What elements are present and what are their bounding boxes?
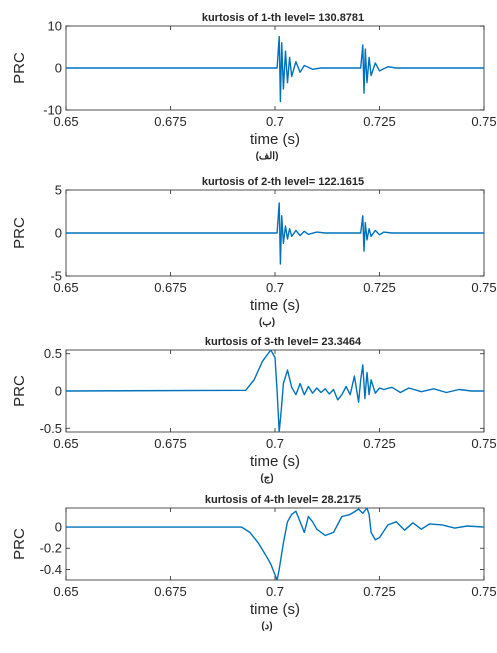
x-tick-label-1: 0.725 bbox=[363, 114, 396, 129]
x-tick-label-2: 0.7 bbox=[266, 280, 284, 295]
x-tick-label-1: 0.7 bbox=[266, 114, 284, 129]
chart-title-4: kurtosis of 4-th level= 28.2175 bbox=[205, 494, 361, 506]
chart-title-1: kurtosis of 1-th level= 130.8781 bbox=[202, 12, 364, 24]
x-tick-label-3: 0.725 bbox=[363, 436, 396, 451]
y-axis-label-4: PRC bbox=[11, 528, 28, 560]
y-tick-label-1: 0 bbox=[55, 61, 62, 76]
y-tick-label-4: -0.4 bbox=[40, 562, 62, 577]
x-tick-label-2: 0.65 bbox=[53, 280, 78, 295]
x-tick-label-3: 0.675 bbox=[154, 436, 187, 451]
axes-box-4 bbox=[65, 507, 485, 581]
y-tick-label-2: -5 bbox=[50, 269, 62, 284]
x-tick-label-1: 0.75 bbox=[471, 114, 496, 129]
x-tick-label-3: 0.75 bbox=[471, 436, 496, 451]
x-tick-label-4: 0.725 bbox=[363, 584, 396, 599]
y-tick-label-1: 10 bbox=[48, 19, 62, 34]
x-tick-label-1: 0.675 bbox=[154, 114, 187, 129]
x-tick-label-2: 0.675 bbox=[154, 280, 187, 295]
y-axis-label-1: PRC bbox=[11, 52, 28, 84]
x-tick-label-1: 0.65 bbox=[53, 114, 78, 129]
x-tick-label-2: 0.75 bbox=[471, 280, 496, 295]
series-line-1-1 bbox=[66, 35, 484, 103]
y-tick-label-4: 0 bbox=[55, 520, 62, 535]
y-tick-label-2: 5 bbox=[55, 183, 62, 198]
x-tick-label-4: 0.75 bbox=[471, 584, 496, 599]
x-axis-label-3: time (s) bbox=[250, 453, 300, 470]
series-line-4-1 bbox=[66, 508, 484, 580]
y-tick-label-4: -0.2 bbox=[40, 541, 62, 556]
y-tick-label-3: -0.5 bbox=[40, 421, 62, 436]
panel-caption-1: (الف) bbox=[256, 151, 279, 162]
y-axis-label-3: PRC bbox=[11, 375, 28, 407]
x-tick-label-4: 0.675 bbox=[154, 584, 187, 599]
chart-title-3: kurtosis of 3-th level= 23.3464 bbox=[205, 336, 362, 348]
x-axis-label-2: time (s) bbox=[250, 297, 300, 314]
x-tick-label-4: 0.65 bbox=[53, 584, 78, 599]
x-tick-label-3: 0.7 bbox=[266, 436, 284, 451]
x-axis-label-4: time (s) bbox=[250, 601, 300, 618]
y-tick-label-3: 0.5 bbox=[44, 346, 62, 361]
panel-caption-2: (ب) bbox=[259, 317, 275, 328]
series-line-3-1 bbox=[66, 350, 484, 432]
y-tick-label-1: -10 bbox=[43, 103, 62, 118]
x-tick-label-4: 0.7 bbox=[266, 584, 284, 599]
panel-caption-3: (ج) bbox=[260, 473, 273, 484]
chart-title-2: kurtosis of 2-th level= 122.1615 bbox=[202, 176, 364, 188]
series-line-2-1 bbox=[66, 202, 484, 265]
y-tick-label-3: 0 bbox=[55, 384, 62, 399]
y-axis-label-2: PRC bbox=[11, 217, 28, 249]
panel-caption-4: (د) bbox=[261, 621, 272, 632]
x-tick-label-3: 0.65 bbox=[53, 436, 78, 451]
y-tick-label-2: 0 bbox=[55, 226, 62, 241]
x-axis-label-1: time (s) bbox=[250, 131, 300, 148]
x-tick-label-2: 0.725 bbox=[363, 280, 396, 295]
